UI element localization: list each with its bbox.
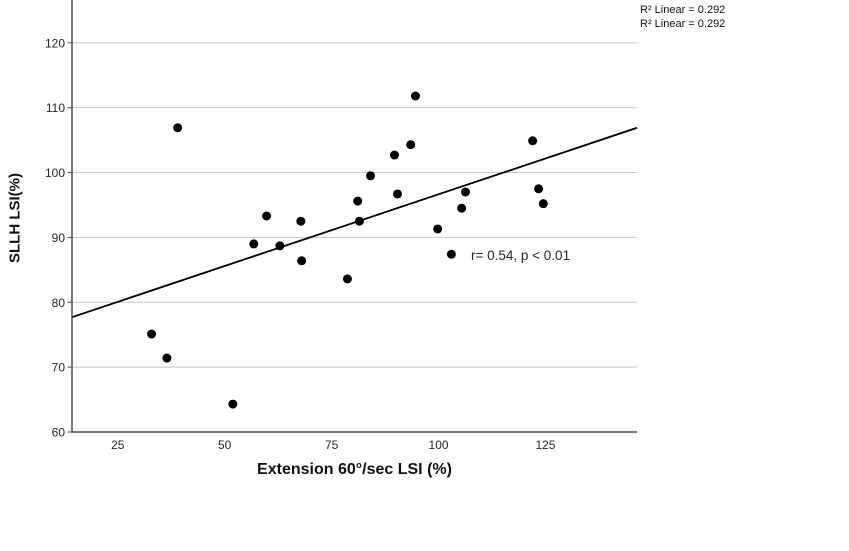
- x-tick-label: 50: [218, 438, 232, 452]
- data-point: [249, 239, 259, 249]
- data-point: [460, 187, 470, 197]
- data-point: [389, 150, 399, 160]
- y-tick-label: 70: [52, 361, 66, 375]
- y-tick-label: 80: [52, 296, 66, 310]
- data-point: [354, 216, 364, 226]
- y-tick-label: 110: [46, 101, 65, 115]
- data-point: [534, 184, 544, 194]
- data-point: [147, 329, 157, 339]
- data-point: [353, 196, 363, 206]
- y-tick-label: 120: [45, 36, 65, 50]
- x-axis-title: Extension 60°/sec LSI (%): [257, 461, 452, 478]
- x-tick-label: 75: [325, 438, 339, 452]
- data-point: [173, 123, 183, 133]
- data-point: [342, 274, 352, 284]
- data-point: [457, 203, 467, 213]
- y-axis-title: SLLH LSI(%): [6, 173, 24, 263]
- r-squared-line-2: R² Linear = 0.292: [640, 18, 726, 30]
- data-point: [366, 171, 376, 181]
- data-point: [262, 211, 272, 221]
- x-tick-label: 25: [111, 438, 125, 452]
- fit-line: [71, 126, 638, 319]
- data-point: [392, 189, 402, 199]
- x-tick-label: 125: [535, 438, 555, 452]
- x-tick-label: 100: [429, 438, 449, 452]
- data-point: [228, 399, 238, 409]
- y-tick-label: 90: [52, 231, 66, 245]
- y-tick-label: 100: [45, 166, 65, 180]
- r-squared-line-1: R² Linear = 0.292: [640, 4, 726, 16]
- data-point: [446, 249, 456, 259]
- data-point: [275, 241, 285, 251]
- correlation-annotation: r= 0.54, p < 0.01: [471, 248, 571, 263]
- y-tick-label: 60: [52, 426, 66, 440]
- data-point: [296, 216, 306, 226]
- data-point: [406, 140, 416, 150]
- data-point: [433, 224, 443, 234]
- data-point: [538, 199, 548, 209]
- data-point: [297, 256, 307, 266]
- data-point: [528, 136, 538, 146]
- r-squared-legend: R² Linear = 0.292 R² Linear = 0.292: [640, 3, 725, 31]
- data-point: [162, 353, 172, 363]
- data-point: [410, 91, 420, 101]
